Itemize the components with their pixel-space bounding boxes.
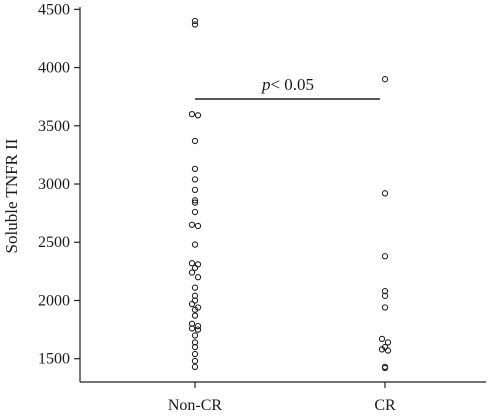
data-point bbox=[378, 335, 386, 343]
data-point bbox=[194, 326, 202, 333]
data-point bbox=[194, 274, 202, 281]
data-point bbox=[384, 339, 392, 346]
data-point bbox=[381, 76, 389, 83]
data-point bbox=[191, 186, 199, 193]
data-point bbox=[188, 221, 196, 228]
x-axis-ticks: Non-CR CR bbox=[168, 382, 396, 414]
data-point bbox=[191, 306, 199, 313]
data-point bbox=[381, 304, 389, 311]
data-point bbox=[194, 322, 202, 330]
data-point bbox=[191, 357, 199, 365]
data-point bbox=[191, 17, 199, 25]
data-point bbox=[191, 264, 199, 272]
data-point bbox=[188, 260, 196, 267]
data-point bbox=[191, 199, 199, 206]
data-point bbox=[188, 300, 196, 308]
y-axis-ticks: 1500 2000 2500 3000 3500 4000 4500 bbox=[38, 1, 80, 368]
data-point bbox=[194, 261, 202, 268]
data-point bbox=[381, 364, 389, 372]
x-tick-label: CR bbox=[374, 397, 396, 414]
y-tick-label: 4500 bbox=[38, 1, 70, 18]
data-point bbox=[378, 346, 386, 353]
data-point bbox=[191, 363, 199, 371]
data-point bbox=[191, 176, 199, 183]
data-point bbox=[381, 253, 389, 260]
data-point bbox=[381, 292, 389, 299]
data-point bbox=[191, 332, 199, 339]
data-point bbox=[191, 137, 199, 145]
data-point bbox=[194, 112, 202, 119]
data-point bbox=[191, 241, 199, 248]
data-points bbox=[188, 17, 392, 372]
data-point bbox=[191, 197, 199, 204]
axes bbox=[79, 7, 486, 383]
data-point bbox=[191, 343, 199, 351]
y-tick-label: 3000 bbox=[38, 176, 70, 193]
data-point bbox=[188, 110, 196, 118]
data-point bbox=[194, 222, 202, 230]
y-tick-label: 3500 bbox=[38, 118, 70, 135]
data-point bbox=[188, 325, 196, 332]
significance-label: p< 0.05 bbox=[261, 75, 314, 94]
data-point bbox=[188, 269, 196, 276]
data-point bbox=[384, 347, 392, 354]
data-point bbox=[381, 190, 389, 197]
y-tick-label: 1500 bbox=[38, 351, 70, 368]
y-tick-label: 2500 bbox=[38, 234, 70, 251]
data-point bbox=[191, 165, 199, 173]
data-point bbox=[191, 21, 199, 28]
y-tick-label: 4000 bbox=[38, 60, 70, 77]
x-tick-label: Non-CR bbox=[168, 397, 223, 414]
data-point bbox=[191, 284, 199, 291]
p-symbol: p bbox=[261, 75, 271, 94]
significance-annotation: p< 0.05 bbox=[195, 75, 380, 100]
y-axis-title: Soluble TNFR II bbox=[2, 138, 21, 253]
data-point bbox=[191, 350, 199, 358]
data-point bbox=[191, 312, 199, 319]
data-point bbox=[191, 208, 199, 216]
y-tick-label: 2000 bbox=[38, 292, 70, 309]
p-threshold: < 0.05 bbox=[270, 75, 314, 94]
